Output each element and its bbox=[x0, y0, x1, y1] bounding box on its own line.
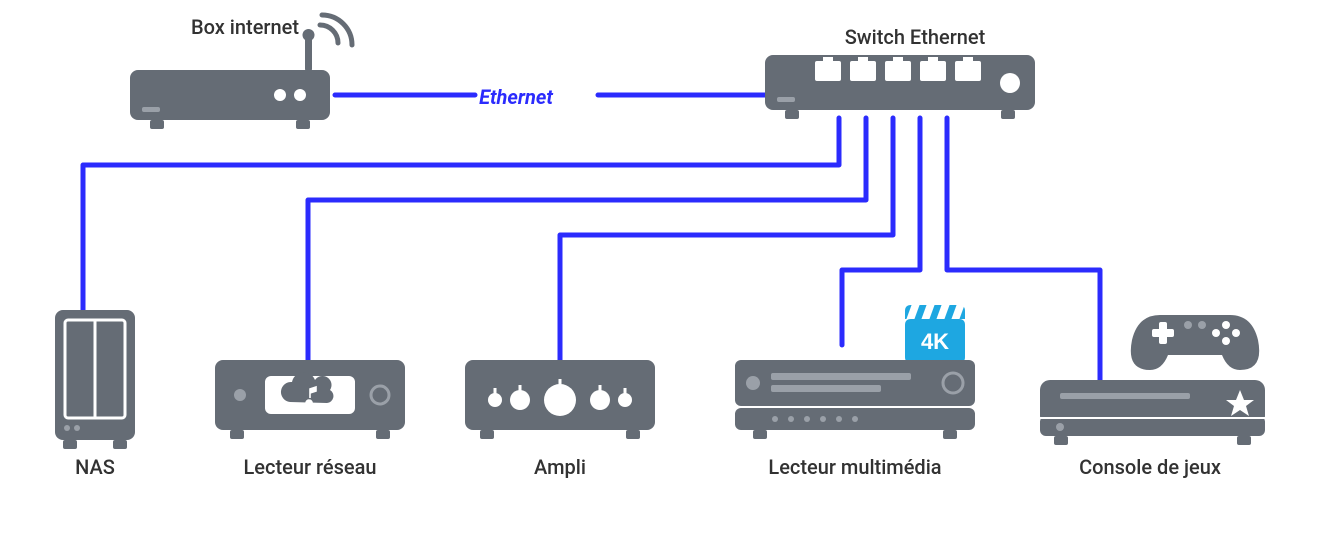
ethernet-link-label: Ethernet bbox=[479, 85, 553, 109]
label-console: Console de jeux bbox=[1079, 455, 1221, 479]
label-ampli: Ampli bbox=[534, 455, 586, 479]
label-reader: Lecteur réseau bbox=[244, 455, 377, 479]
label-media: Lecteur multimédia bbox=[768, 455, 941, 479]
label-box: Box internet bbox=[191, 15, 299, 39]
network-diagram: 4K Box internet Switch Ethernet NAS Lect… bbox=[0, 0, 1322, 535]
label-nas: NAS bbox=[75, 455, 115, 479]
svg-text:4K: 4K bbox=[921, 329, 949, 354]
label-switch: Switch Ethernet bbox=[845, 25, 986, 49]
